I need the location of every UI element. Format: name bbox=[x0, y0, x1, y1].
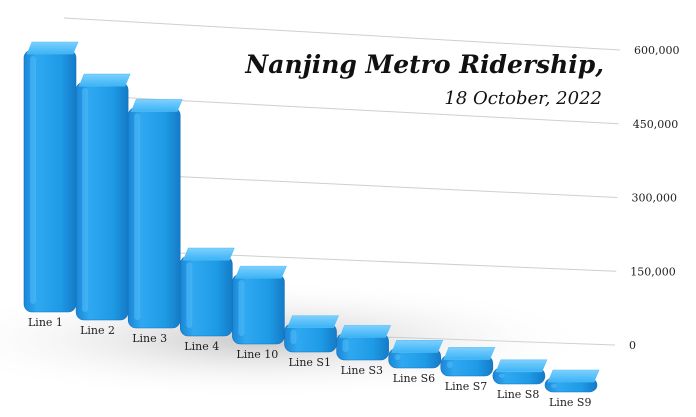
gridline bbox=[154, 251, 617, 272]
y-tick-label: 450,000 bbox=[633, 118, 679, 131]
x-tick-label: Line 10 bbox=[236, 348, 278, 361]
bar-top bbox=[495, 359, 548, 373]
bar-top bbox=[182, 247, 235, 261]
bar bbox=[127, 99, 183, 329]
bar-top bbox=[443, 347, 496, 360]
bar-highlight bbox=[446, 361, 453, 368]
bar-highlight bbox=[394, 354, 401, 360]
y-tick-label: 300,000 bbox=[632, 192, 678, 205]
bar-top bbox=[130, 99, 183, 112]
bar-highlight bbox=[498, 373, 505, 378]
bar bbox=[388, 340, 444, 369]
bar-top bbox=[339, 325, 392, 338]
gridline bbox=[124, 173, 618, 198]
bar-highlight bbox=[30, 56, 36, 304]
bar-top bbox=[287, 315, 339, 328]
bar bbox=[75, 73, 131, 321]
bar bbox=[336, 325, 392, 361]
x-tick-label: Line S7 bbox=[445, 380, 487, 393]
x-tick-label: Line 3 bbox=[132, 332, 167, 345]
bar-highlight bbox=[342, 339, 349, 352]
x-tick-label: Line 2 bbox=[80, 324, 115, 337]
x-tick-label: Line S6 bbox=[393, 372, 435, 385]
bar bbox=[544, 369, 600, 393]
x-tick-label: Line S9 bbox=[549, 396, 591, 409]
x-tick-label: Line 4 bbox=[184, 340, 219, 353]
y-tick-label: 150,000 bbox=[630, 265, 676, 278]
bar-highlight bbox=[238, 280, 245, 336]
bar-top bbox=[547, 369, 600, 383]
chart-title: Nanjing Metro Ridership, bbox=[245, 50, 604, 79]
x-axis-labels: Line 1 Line 2 Line 3 Line 4 Line 10 Line S1 Li… bbox=[28, 316, 591, 409]
x-tick-label: Line S8 bbox=[497, 388, 539, 401]
bar-top bbox=[391, 340, 444, 353]
y-axis-ticks: 0 150,000 300,000 450,000 600,000 bbox=[629, 44, 680, 352]
bar bbox=[284, 315, 339, 353]
bar-highlight bbox=[82, 88, 89, 313]
bar bbox=[23, 41, 79, 313]
bars bbox=[0, 41, 600, 400]
bar bbox=[232, 265, 287, 345]
bar bbox=[180, 247, 235, 337]
bar-top bbox=[234, 265, 287, 279]
bar-highlight bbox=[290, 329, 297, 344]
bar-highlight bbox=[134, 113, 141, 320]
y-tick-label: 600,000 bbox=[634, 44, 680, 57]
bar-highlight bbox=[186, 262, 193, 328]
x-tick-label: Line S3 bbox=[341, 364, 383, 377]
x-tick-label: Line S1 bbox=[289, 356, 331, 369]
bar bbox=[492, 359, 548, 385]
bar-top bbox=[26, 41, 79, 55]
gridline bbox=[63, 17, 621, 51]
x-tick-label: Line 1 bbox=[28, 316, 63, 329]
bar-top bbox=[78, 73, 131, 87]
chart-subtitle: 18 October, 2022 bbox=[444, 88, 602, 109]
y-tick-label: 0 bbox=[629, 339, 636, 352]
bar bbox=[440, 347, 496, 377]
bar-highlight bbox=[551, 384, 557, 388]
